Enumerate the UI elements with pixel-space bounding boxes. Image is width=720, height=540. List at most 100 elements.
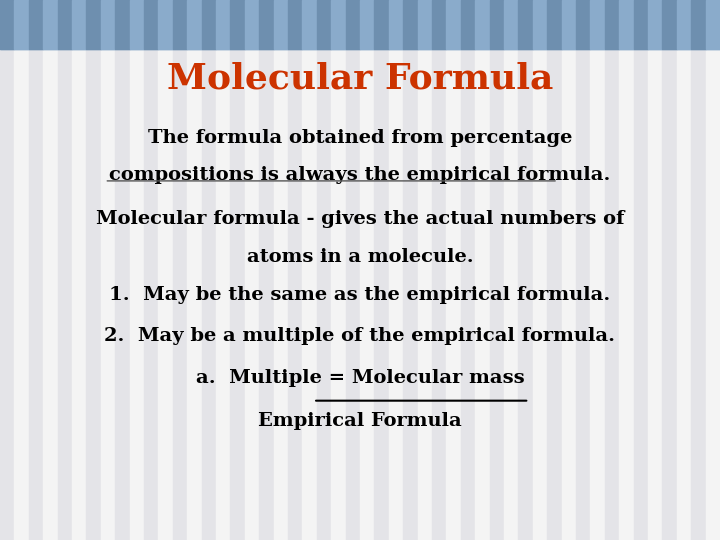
Bar (533, 0, 547, 540)
Bar (317, 0, 331, 540)
Bar (43, 0, 58, 540)
Bar (648, 0, 662, 49)
Bar (331, 0, 346, 540)
Bar (29, 0, 43, 49)
Bar (691, 0, 706, 49)
Bar (590, 0, 605, 540)
Bar (86, 0, 101, 540)
Bar (259, 0, 274, 540)
Bar (302, 0, 317, 540)
Bar (0, 0, 720, 49)
Bar (230, 0, 245, 49)
Bar (274, 0, 288, 49)
Bar (634, 0, 648, 49)
Text: atoms in a molecule.: atoms in a molecule. (247, 247, 473, 266)
Bar (29, 0, 43, 540)
Bar (130, 0, 144, 540)
Bar (115, 0, 130, 49)
Bar (245, 0, 259, 540)
Bar (576, 0, 590, 540)
Bar (187, 0, 202, 49)
Bar (634, 0, 648, 540)
Text: Molecular formula - gives the actual numbers of: Molecular formula - gives the actual num… (96, 210, 624, 228)
Bar (245, 0, 259, 49)
Bar (216, 0, 230, 540)
Text: Molecular Formula: Molecular Formula (167, 62, 553, 95)
Text: 2.  May be a multiple of the empirical formula.: 2. May be a multiple of the empirical fo… (104, 327, 616, 345)
Bar (86, 0, 101, 49)
Bar (173, 0, 187, 540)
Bar (144, 0, 158, 49)
Bar (130, 0, 144, 49)
Bar (533, 0, 547, 49)
Bar (403, 0, 418, 540)
Bar (446, 0, 461, 540)
Bar (158, 0, 173, 49)
Bar (518, 0, 533, 49)
Bar (58, 0, 72, 540)
Bar (691, 0, 706, 540)
Bar (518, 0, 533, 540)
Bar (259, 0, 274, 49)
Bar (288, 0, 302, 540)
Bar (461, 0, 475, 540)
Bar (418, 0, 432, 49)
Bar (374, 0, 389, 49)
Bar (230, 0, 245, 540)
Bar (605, 0, 619, 49)
Bar (43, 0, 58, 49)
Bar (547, 0, 562, 540)
Bar (346, 0, 360, 540)
Text: compositions is always the empirical formula.: compositions is always the empirical for… (109, 166, 611, 185)
Bar (547, 0, 562, 49)
Bar (101, 0, 115, 540)
Bar (432, 0, 446, 540)
Bar (317, 0, 331, 49)
Bar (288, 0, 302, 49)
Bar (418, 0, 432, 540)
Bar (504, 0, 518, 49)
Bar (490, 0, 504, 540)
Bar (605, 0, 619, 540)
Bar (475, 0, 490, 49)
Text: a.  Multiple = Molecular mass: a. Multiple = Molecular mass (196, 369, 524, 387)
Bar (72, 0, 86, 540)
Bar (706, 0, 720, 49)
Bar (706, 0, 720, 540)
Bar (504, 0, 518, 540)
Bar (619, 0, 634, 49)
Bar (389, 0, 403, 540)
Bar (475, 0, 490, 540)
Text: 1.  May be the same as the empirical formula.: 1. May be the same as the empirical form… (109, 286, 611, 305)
Bar (144, 0, 158, 540)
Bar (590, 0, 605, 49)
Bar (403, 0, 418, 49)
Bar (432, 0, 446, 49)
Bar (0, 0, 14, 540)
Bar (360, 0, 374, 49)
Bar (14, 0, 29, 49)
Bar (389, 0, 403, 49)
Bar (302, 0, 317, 49)
Bar (677, 0, 691, 49)
Bar (677, 0, 691, 540)
Bar (331, 0, 346, 49)
Bar (72, 0, 86, 49)
Bar (202, 0, 216, 49)
Text: The formula obtained from percentage: The formula obtained from percentage (148, 129, 572, 147)
Bar (14, 0, 29, 540)
Bar (115, 0, 130, 540)
Bar (374, 0, 389, 540)
Bar (662, 0, 677, 49)
Bar (346, 0, 360, 49)
Bar (202, 0, 216, 540)
Bar (58, 0, 72, 49)
Bar (619, 0, 634, 540)
Bar (648, 0, 662, 540)
Bar (662, 0, 677, 540)
Bar (101, 0, 115, 49)
Bar (158, 0, 173, 540)
Bar (216, 0, 230, 49)
Bar (562, 0, 576, 49)
Bar (187, 0, 202, 540)
